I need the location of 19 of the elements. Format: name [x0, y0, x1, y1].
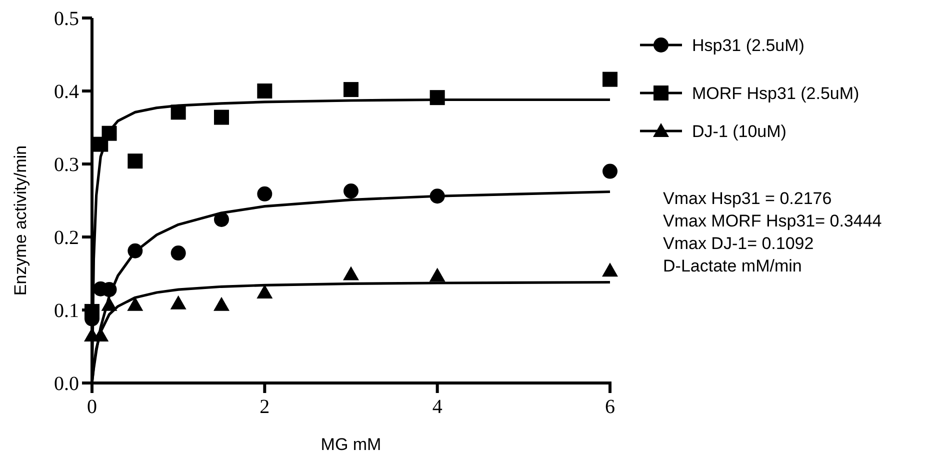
y-tick-label: 0.5: [54, 8, 79, 30]
legend-label: Hsp31 (2.5uM): [692, 36, 804, 55]
x-tick-label: 6: [605, 396, 615, 418]
text: Vmax DJ-1= 0.1092: [663, 234, 814, 253]
text: Vmax MORF Hsp31= 0.3444: [663, 211, 882, 230]
legend-label: MORF Hsp31 (2.5uM): [692, 84, 860, 103]
y-tick-label: 0.4: [54, 81, 79, 103]
x-tick-label: 2: [260, 396, 270, 418]
text: D-Lactate mM/min: [663, 256, 802, 276]
y-tick-label: 0.0: [54, 373, 79, 395]
y-axis-title: Enzyme activity/min: [11, 145, 30, 296]
x-tick-label: 4: [432, 396, 442, 418]
text: Vmax Hsp31 = 0.2176: [663, 188, 832, 208]
y-tick-label: 0.3: [54, 154, 79, 176]
x-tick-label: 0: [87, 396, 97, 418]
x-axis-title: MG mM: [320, 435, 382, 454]
y-tick-label: 0.2: [54, 227, 79, 249]
y-tick-label: 0.1: [54, 300, 79, 322]
legend-label: DJ-1 (10uM): [692, 122, 786, 141]
